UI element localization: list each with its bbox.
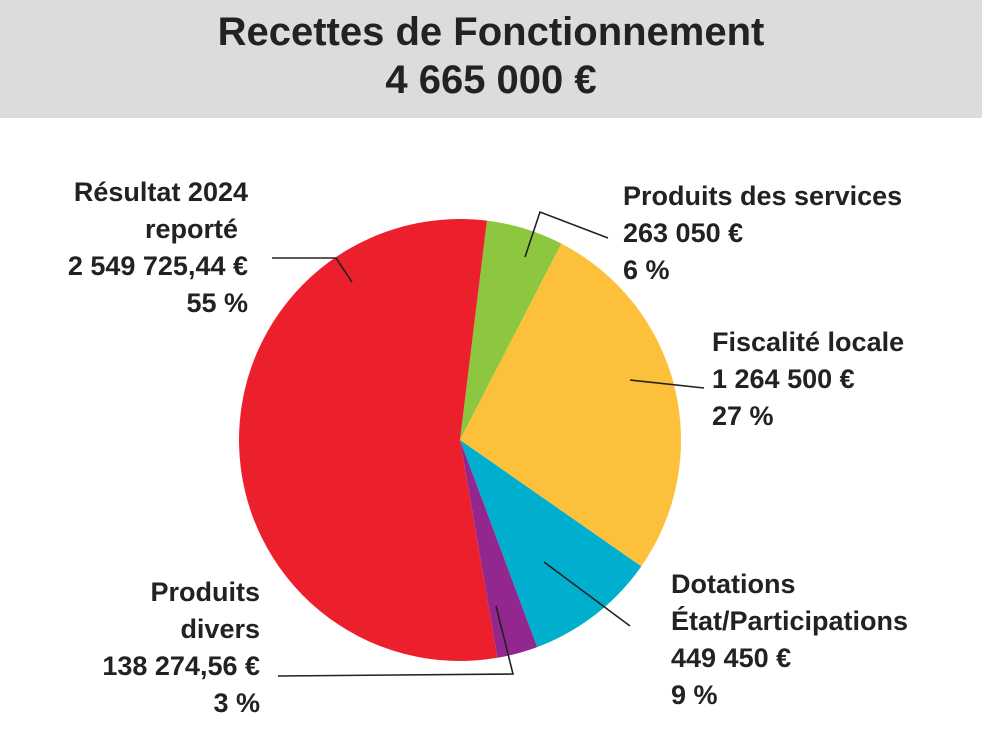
label-produits-services: Produits des services 263 050 € 6 % [623,178,902,289]
leader-lines [272,210,705,677]
slice-percent: 6 % [623,255,670,285]
slice-label-line: État/Participations [671,606,909,636]
label-produits-divers: Produits divers 138 274,56 € 3 % [102,574,260,722]
slice-label-line: Produits [150,577,260,607]
slice-amount: 1 264 500 € [712,364,855,394]
slice-amount: 138 274,56 € [102,651,260,681]
slice-amount: 449 450 € [671,643,792,673]
slice-label-line: reporté [144,214,238,244]
slice-label-line: Dotations [671,569,796,599]
chart-title: Recettes de Fonctionnement [217,10,765,54]
slice-label-line: Fiscalité locale [712,327,905,357]
slice-label-line: divers [180,614,260,644]
slice-percent: 9 % [671,680,718,710]
leader-line-produits-divers [277,605,515,677]
pie-slices [238,219,681,662]
slice-label-line: Résultat 2024 [73,177,248,207]
label-resultat-reporte: Résultat 2024 reporté 2 549 725,44 € 55 … [68,174,248,322]
pie-slice-2 [460,440,642,648]
leader-line-produits-services [524,210,609,258]
pie-slice-4 [238,219,498,662]
leader-line-dotations [543,561,631,627]
pie-slice-0 [460,220,562,440]
chart-header: Recettes de Fonctionnement 4 665 000 € [0,0,982,118]
slice-label-line: Produits des services [623,181,903,211]
label-fiscalite-locale: Fiscalité locale 1 264 500 € 27 % [712,324,904,435]
slice-amount: 263 050 € [623,218,744,248]
label-dotations: Dotations État/Participations 449 450 € … [671,566,908,714]
leader-line-resultat [272,257,353,283]
slice-percent: 3 % [213,688,260,718]
slice-percent: 55 % [186,288,248,318]
pie-slice-3 [460,440,538,658]
chart-total: 4 665 000 € [385,58,597,102]
slice-percent: 27 % [712,401,774,431]
pie-slice-1 [460,243,681,567]
slice-amount: 2 549 725,44 € [67,251,248,281]
leader-line-fiscalite [629,379,705,389]
